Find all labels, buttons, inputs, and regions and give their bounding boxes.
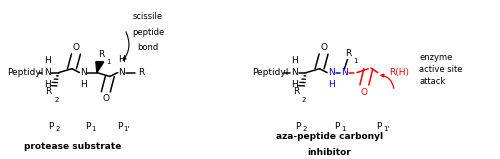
Text: N: N <box>118 68 125 77</box>
Text: 2: 2 <box>302 126 306 132</box>
Text: N: N <box>292 68 298 77</box>
Text: N: N <box>341 68 348 77</box>
Text: 1': 1' <box>384 126 390 132</box>
Text: 1': 1' <box>124 126 130 132</box>
Text: H: H <box>44 56 51 65</box>
Text: P: P <box>334 122 340 131</box>
Text: 1: 1 <box>341 126 345 132</box>
Text: enzyme: enzyme <box>419 53 452 62</box>
FancyArrowPatch shape <box>381 74 394 88</box>
Text: N: N <box>44 68 51 77</box>
Text: active site: active site <box>419 65 463 74</box>
Text: 1: 1 <box>106 59 110 65</box>
Text: peptide: peptide <box>132 28 164 37</box>
Text: P: P <box>376 122 382 131</box>
Text: P: P <box>48 122 54 131</box>
Text: aza-peptide carbonyl: aza-peptide carbonyl <box>276 132 383 141</box>
Text: protease substrate: protease substrate <box>24 142 121 151</box>
Text: O: O <box>72 43 80 52</box>
Text: H: H <box>292 80 298 90</box>
Text: 2: 2 <box>54 97 58 103</box>
Text: 2: 2 <box>302 97 306 103</box>
Text: Peptidyl: Peptidyl <box>252 68 289 77</box>
Text: scissile: scissile <box>133 12 163 21</box>
Text: R: R <box>346 49 352 58</box>
Text: R: R <box>46 87 52 97</box>
Polygon shape <box>96 62 104 73</box>
Text: O: O <box>361 88 368 97</box>
Text: 1: 1 <box>92 126 96 132</box>
Text: N: N <box>328 68 334 77</box>
Text: R: R <box>293 87 300 97</box>
Text: N: N <box>80 68 87 77</box>
FancyArrowPatch shape <box>124 32 129 60</box>
Text: R: R <box>98 49 104 59</box>
Text: inhibitor: inhibitor <box>308 148 352 157</box>
Text: H: H <box>80 80 87 90</box>
Text: O: O <box>102 94 110 103</box>
Text: 1: 1 <box>354 58 358 64</box>
Text: H: H <box>292 56 298 65</box>
Text: P: P <box>296 122 301 131</box>
Text: O: O <box>320 43 327 52</box>
Text: H: H <box>118 55 125 64</box>
Text: P: P <box>84 122 90 131</box>
Text: H: H <box>328 80 334 90</box>
Text: P: P <box>117 122 122 131</box>
Text: Peptidyl: Peptidyl <box>8 68 44 77</box>
Text: bond: bond <box>138 43 158 52</box>
Text: R: R <box>138 68 145 77</box>
Text: attack: attack <box>419 77 446 86</box>
Text: R(H): R(H) <box>389 68 409 77</box>
Text: 2: 2 <box>55 126 60 132</box>
Text: H: H <box>44 80 51 90</box>
